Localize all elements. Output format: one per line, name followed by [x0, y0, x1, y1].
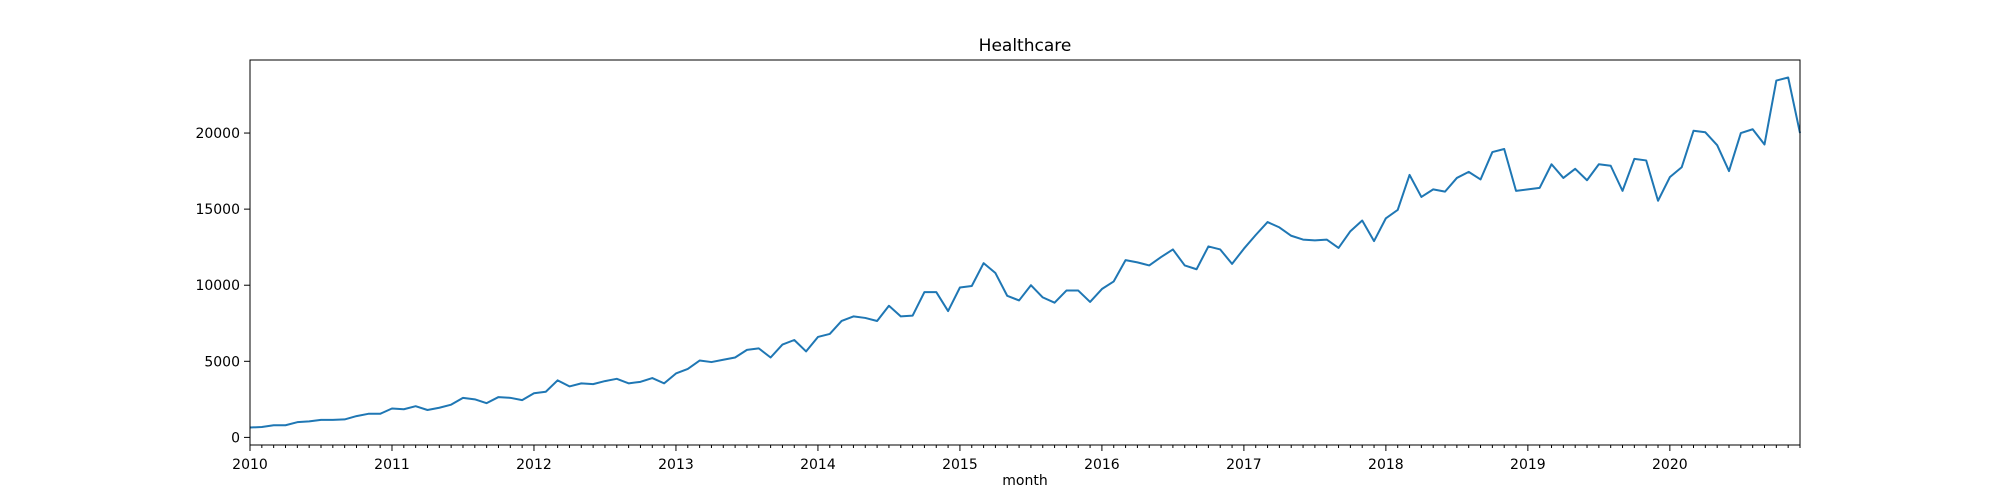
y-tick-label: 0	[231, 430, 240, 446]
chart-title: Healthcare	[979, 36, 1072, 56]
x-tick-label: 2013	[658, 457, 694, 473]
x-tick-label: 2012	[516, 457, 552, 473]
y-tick-label: 20000	[195, 126, 240, 142]
y-axis: 0 5000 10000 15000 20000	[195, 126, 250, 446]
x-tick-label: 2010	[232, 457, 268, 473]
x-tick-label: 2011	[374, 457, 410, 473]
x-tick-label: 2020	[1652, 457, 1688, 473]
x-axis-label: month	[1002, 473, 1047, 489]
x-axis: 2010 2011 2012 2013 2014 2015 2016 2017 2018 2019…	[232, 445, 1801, 473]
y-tick-label: 15000	[195, 202, 240, 218]
x-tick-label: 2015	[942, 457, 978, 473]
plot-frame	[249, 59, 1801, 446]
x-tick-label: 2014	[800, 457, 836, 473]
series-line	[249, 76, 1801, 429]
x-tick-label: 2019	[1510, 457, 1546, 473]
x-tick-label: 2018	[1368, 457, 1404, 473]
x-tick-label: 2016	[1084, 457, 1120, 473]
x-tick-label: 2017	[1226, 457, 1262, 473]
y-tick-label: 10000	[195, 278, 240, 294]
plot-area	[249, 76, 1801, 429]
y-tick-label: 5000	[204, 354, 240, 370]
